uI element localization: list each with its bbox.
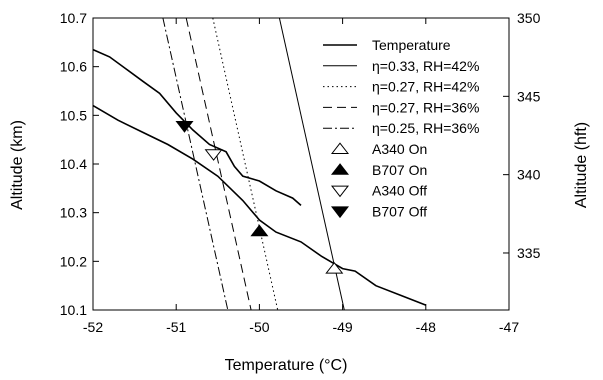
y-tick-label: 10.7 xyxy=(60,10,87,26)
y-tick-label: 10.5 xyxy=(60,107,87,123)
marker-a340-on xyxy=(325,261,344,274)
legend-label-0: Temperature xyxy=(372,37,451,53)
y-tick-label: 10.4 xyxy=(60,156,87,172)
y2-tick-label: 335 xyxy=(517,245,541,261)
y-tick-label: 10.3 xyxy=(60,205,87,221)
x-tick-label: -48 xyxy=(416,319,436,335)
series-line-5 xyxy=(162,17,229,311)
y2-tick-label: 345 xyxy=(517,88,541,104)
legend-label-8: B707 Off xyxy=(372,203,427,219)
x-tick-label: -52 xyxy=(83,319,103,335)
legend-label-1: η=0.33, RH=42% xyxy=(372,58,479,74)
legend-label-4: η=0.25, RH=36% xyxy=(372,120,479,136)
x-tick-label: -50 xyxy=(249,319,269,335)
y-tick-label: 10.6 xyxy=(60,59,87,75)
y-tick-label: 10.2 xyxy=(60,253,87,269)
data-layer xyxy=(92,17,427,311)
series-line-3 xyxy=(212,17,279,311)
marker-b707-on xyxy=(250,224,269,237)
marker-a340-off xyxy=(204,149,223,161)
x-tick-label: -51 xyxy=(166,319,186,335)
series-line-2 xyxy=(278,17,345,311)
legend-symbol-7 xyxy=(330,185,350,198)
y2-tick-label: 350 xyxy=(517,10,541,26)
legend-label-3: η=0.27, RH=36% xyxy=(372,99,479,115)
legend: Temperature η=0.33, RH=42% η=0.27, RH=42% η… xyxy=(323,37,479,219)
series-line-1 xyxy=(92,48,302,207)
x-axis-title: Temperature (°C) xyxy=(225,357,348,374)
axes: -52 -51 -50 -49 -48 -47 10.1 10.2 10.3 10.4 10.5 10… xyxy=(60,10,541,335)
marker-b707-off xyxy=(175,121,194,133)
x-tick-label: -49 xyxy=(332,319,352,335)
series-line-0 xyxy=(92,104,427,306)
x-tick-label: -47 xyxy=(499,319,519,335)
series-line-4 xyxy=(185,17,252,311)
legend-label-7: A340 Off xyxy=(372,183,427,199)
legend-symbol-5 xyxy=(330,142,350,154)
legend-symbol-8 xyxy=(330,206,350,219)
y2-axis-title: Altitude (hft) xyxy=(573,122,590,208)
legend-label-5: A340 On xyxy=(372,141,427,157)
legend-symbol-6 xyxy=(330,163,350,175)
y-axis-title: Altitude (km) xyxy=(9,120,26,210)
y-tick-label: 10.1 xyxy=(60,302,87,318)
legend-label-2: η=0.27, RH=42% xyxy=(372,79,479,95)
legend-label-6: B707 On xyxy=(372,162,427,178)
y2-tick-label: 340 xyxy=(517,167,541,183)
